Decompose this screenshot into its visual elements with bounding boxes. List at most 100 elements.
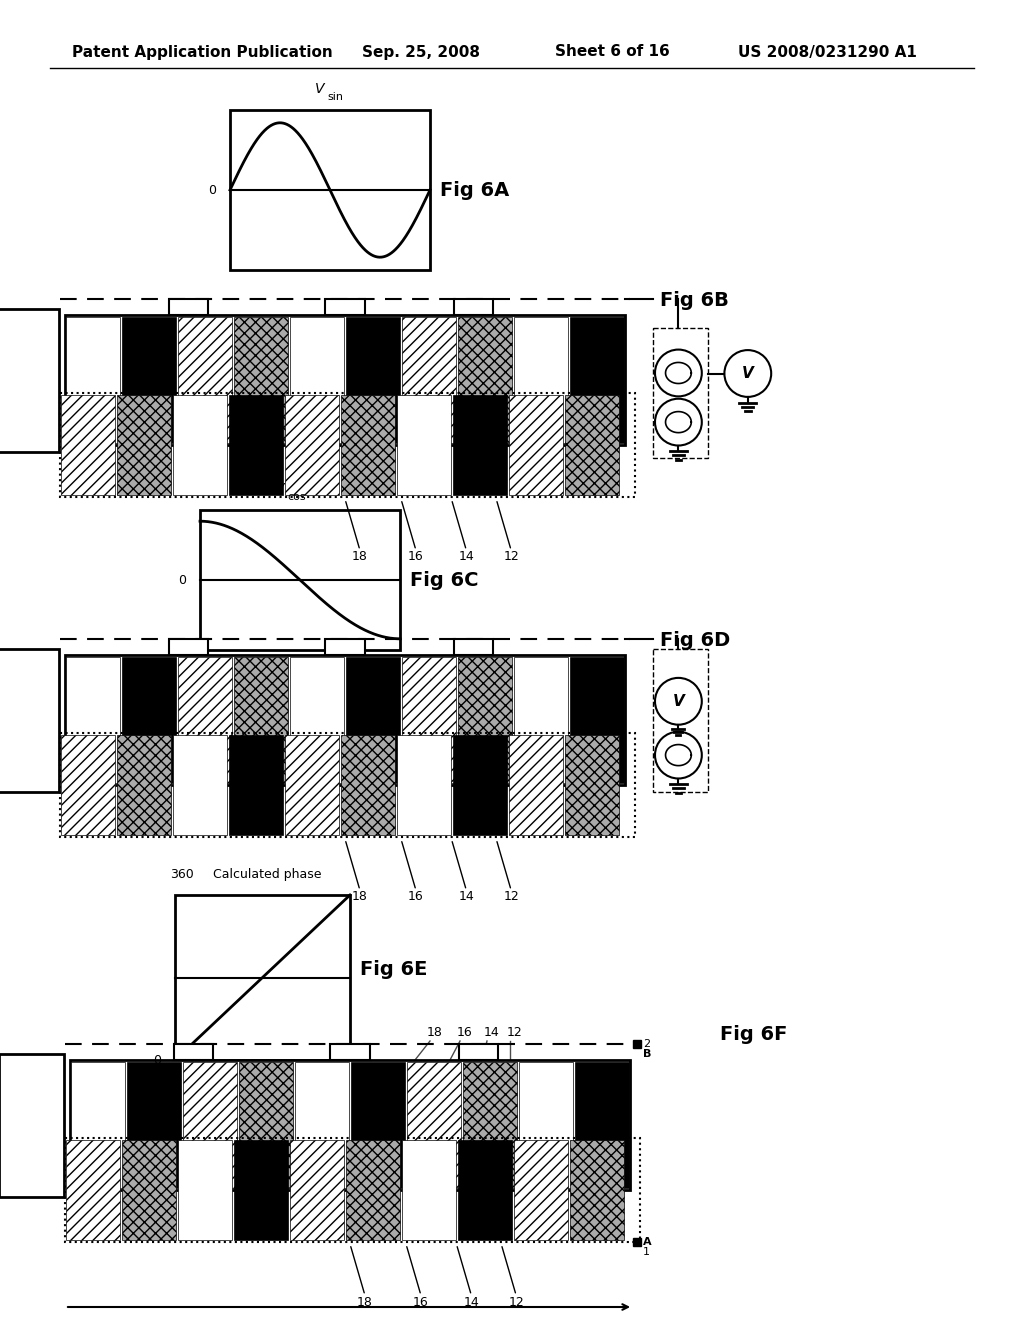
Text: 1: 1 [643,1247,650,1257]
Bar [122,1140,176,1239]
Bar [565,395,618,495]
Bar [402,657,456,783]
Bar [295,1063,349,1188]
Bar [509,735,563,836]
Text: 18: 18 [357,1295,373,1308]
Text: 0: 0 [153,1053,161,1067]
Bar [60,393,635,498]
Bar [65,315,625,445]
Bar [565,735,618,836]
Text: 18: 18 [352,891,368,903]
Bar [351,1063,406,1188]
Bar [60,733,635,837]
Bar [183,1063,237,1188]
Bar [407,1063,461,1188]
Text: Fig 6C: Fig 6C [410,570,478,590]
Text: V: V [275,482,285,496]
Bar [285,395,339,495]
Text: Fig 6B: Fig 6B [660,290,729,309]
Bar [178,317,232,444]
Bar [61,735,115,836]
Bar [453,735,507,836]
Bar [65,1138,640,1242]
Bar [70,1060,630,1191]
Bar [178,657,232,783]
Bar [570,317,624,444]
Bar [122,657,176,783]
Bar [397,735,451,836]
Bar [0,309,58,451]
Bar [653,327,708,458]
Bar [326,300,365,315]
Text: 16: 16 [413,1295,429,1308]
Text: 16: 16 [409,550,424,564]
Bar [331,1044,370,1060]
Bar [169,639,208,655]
Text: V: V [673,694,684,709]
Bar [117,395,171,495]
Bar [514,657,568,783]
Bar [285,735,339,836]
Bar [234,317,288,444]
Bar [514,317,568,444]
Text: 360: 360 [170,869,194,880]
Text: US 2008/0231290 A1: US 2008/0231290 A1 [738,45,916,59]
Bar [229,735,283,836]
Text: 16: 16 [457,1027,473,1040]
Text: Calculated phase: Calculated phase [213,869,322,880]
Text: V: V [742,366,754,381]
Text: 16: 16 [409,891,424,903]
Bar [514,1140,568,1239]
Text: 12: 12 [507,1027,523,1040]
Bar [326,639,365,655]
Bar [458,317,512,444]
Bar [0,1053,63,1196]
Text: 14: 14 [459,550,474,564]
Bar [402,317,456,444]
Text: Fig 6D: Fig 6D [660,631,730,649]
Bar [463,1063,517,1188]
Text: cos: cos [287,492,305,502]
Bar [346,1140,400,1239]
Text: 12: 12 [504,550,519,564]
Text: B: B [643,1049,651,1060]
Bar [290,657,344,783]
Bar [173,735,227,836]
Text: Fig 6E: Fig 6E [360,960,427,978]
Bar [234,657,288,783]
Text: 18: 18 [352,550,368,564]
Bar [239,1063,293,1188]
Bar [234,1140,288,1239]
Text: Patent Application Publication: Patent Application Publication [72,45,333,59]
Bar [61,395,115,495]
Bar [290,317,344,444]
Bar [230,110,430,271]
Bar [455,300,494,315]
Bar [653,648,708,792]
Bar [570,1140,624,1239]
Bar [173,395,227,495]
Bar [65,655,625,785]
Bar [200,510,400,649]
Bar [169,300,208,315]
Bar [453,395,507,495]
Bar [509,395,563,495]
Bar [66,1140,120,1239]
Bar [178,1140,232,1239]
Bar [229,395,283,495]
Text: Fig 6A: Fig 6A [440,181,509,199]
Text: A: A [643,1237,651,1247]
Bar [633,1040,641,1048]
Text: 12: 12 [504,891,519,903]
Bar [402,1140,456,1239]
Bar [458,657,512,783]
Text: 2: 2 [643,1039,650,1049]
Text: sin: sin [327,92,343,102]
Bar [71,1063,125,1188]
Bar [290,1140,344,1239]
Bar [633,1238,641,1246]
Bar [459,1044,499,1060]
Text: 0: 0 [208,183,216,197]
Text: Fig 6F: Fig 6F [720,1026,787,1044]
Bar [66,657,120,783]
